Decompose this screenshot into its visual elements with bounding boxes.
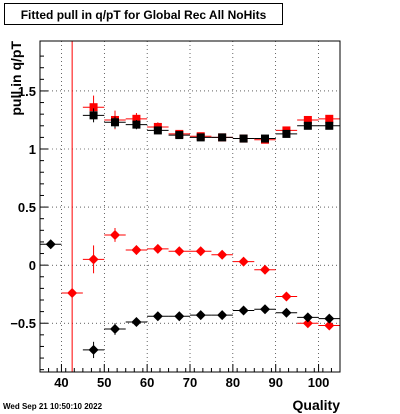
data-point-diamond — [324, 320, 335, 331]
data-point-diamond — [131, 245, 142, 256]
data-point-diamond — [110, 324, 120, 335]
data-point-diamond — [174, 311, 185, 322]
y-tick-label: 1.5 — [18, 84, 36, 99]
data-point-diamond — [217, 310, 228, 321]
data-point-diamond — [260, 264, 270, 275]
x-tick-label: 90 — [268, 375, 282, 390]
data-point-diamond — [260, 304, 270, 315]
data-point-diamond — [152, 243, 163, 254]
data-point-square — [325, 114, 334, 123]
data-point-square — [303, 115, 312, 124]
data-point-square — [89, 103, 98, 112]
data-point-diamond — [302, 318, 313, 329]
data-point-square — [325, 121, 334, 130]
data-point-diamond — [281, 307, 292, 318]
data-point-diamond — [238, 256, 249, 267]
x-tick-label: 40 — [54, 375, 68, 390]
data-point-square — [196, 133, 205, 142]
y-tick-label: 0 — [29, 258, 36, 273]
data-point-square — [89, 111, 98, 120]
data-point-square — [282, 129, 291, 138]
data-point-diamond — [88, 344, 99, 355]
data-point-diamond — [88, 254, 99, 265]
data-point-diamond — [238, 305, 249, 316]
data-point-diamond — [110, 229, 120, 240]
x-tick-label: 50 — [97, 375, 111, 390]
x-tick-label: 70 — [183, 375, 197, 390]
y-tick-label: 1 — [29, 142, 36, 157]
timestamp: Wed Sep 21 10:50:10 2022 — [3, 402, 103, 411]
y-tick-label: −0.5 — [10, 316, 36, 331]
data-point-diamond — [45, 239, 56, 250]
x-tick-label: 80 — [226, 375, 240, 390]
data-point-diamond — [195, 246, 206, 257]
chart-title-box: Fitted pull in q/pT for Global Rec All N… — [4, 3, 283, 25]
x-axis-label: Quality — [293, 397, 341, 413]
y-axis-label: pull in q/pT — [8, 41, 24, 116]
data-point-square — [175, 131, 184, 140]
data-point-diamond — [131, 317, 142, 328]
plot-frame — [39, 40, 341, 373]
data-point-diamond — [302, 312, 313, 323]
data-point-diamond — [195, 310, 206, 321]
y-tick-label: 0.5 — [18, 200, 36, 215]
data-point-diamond — [217, 249, 228, 260]
data-point-diamond — [67, 288, 78, 299]
x-tick-label: 60 — [140, 375, 154, 390]
data-point-square — [218, 133, 227, 142]
data-point-square — [132, 120, 141, 129]
data-point-diamond — [281, 291, 292, 302]
data-point-diamond — [152, 311, 163, 322]
data-point-diamond — [324, 313, 335, 324]
x-tick-label: 100 — [308, 375, 330, 390]
data-point-diamond — [174, 246, 185, 257]
data-point-square — [111, 118, 119, 127]
data-point-square — [239, 134, 248, 143]
data-point-square — [153, 126, 162, 135]
data-point-square — [303, 121, 312, 130]
data-point-square — [132, 114, 141, 123]
data-point-square — [261, 134, 269, 143]
chart-title: Fitted pull in q/pT for Global Rec All N… — [20, 8, 267, 22]
